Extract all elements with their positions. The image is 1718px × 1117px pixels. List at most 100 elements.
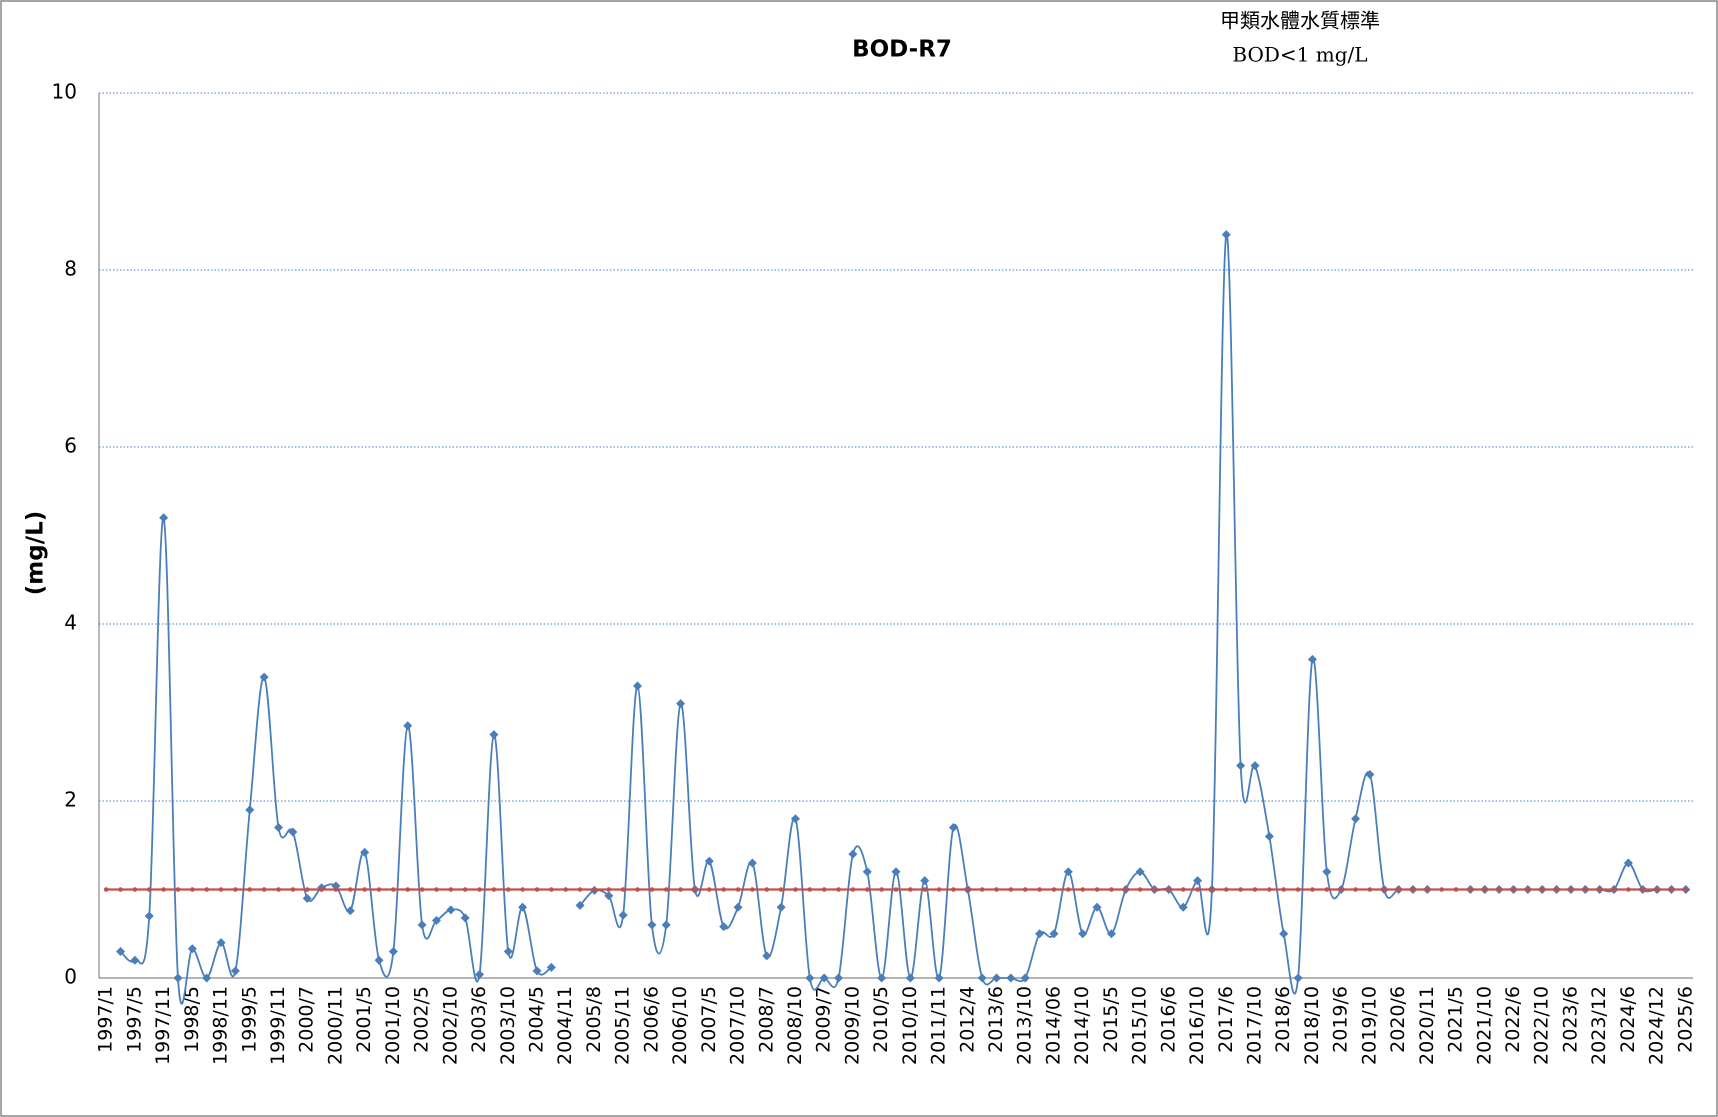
data-point: [676, 699, 686, 709]
data-point: [735, 887, 741, 892]
data-point: [1022, 887, 1028, 892]
x-tick-label: 2003/10: [497, 986, 519, 1065]
data-point: [819, 973, 829, 983]
data-point: [1683, 887, 1689, 892]
data-point: [388, 946, 398, 956]
data-point: [331, 881, 341, 891]
data-point: [1539, 887, 1545, 892]
data-point: [1221, 230, 1231, 240]
x-tick-label: 2014/06: [1042, 986, 1064, 1065]
data-point: [1035, 929, 1045, 939]
y-tick-label: 2: [64, 788, 77, 812]
data-point: [719, 922, 729, 932]
data-point: [620, 887, 626, 892]
data-point: [1180, 887, 1186, 892]
data-point: [1381, 887, 1387, 892]
data-point: [233, 887, 238, 892]
data-point: [1597, 887, 1602, 892]
data-point: [159, 513, 169, 523]
data-point: [546, 962, 556, 972]
data-point: [922, 887, 928, 892]
data-point: [259, 672, 269, 682]
data-point: [103, 887, 109, 892]
y-tick-label: 8: [64, 257, 77, 281]
data-point: [790, 814, 800, 824]
data-point: [1295, 887, 1301, 892]
data-point: [202, 973, 212, 983]
data-point: [805, 973, 815, 983]
x-tick-label: 2016/10: [1186, 986, 1208, 1065]
data-point: [1264, 831, 1274, 841]
data-point: [1307, 654, 1317, 664]
data-point: [462, 887, 468, 892]
data-point: [721, 887, 726, 892]
data-point: [1094, 887, 1100, 892]
data-point: [1525, 887, 1531, 892]
x-tick-label: 1999/5: [238, 986, 260, 1053]
data-point: [374, 955, 384, 965]
y-tick-label: 4: [64, 611, 77, 635]
data-point: [549, 887, 554, 892]
x-tick-label: 2024/12: [1646, 986, 1668, 1065]
data-point: [230, 966, 240, 976]
x-tick-label: 2007/5: [698, 986, 720, 1053]
x-tick-label: 1997/1: [95, 986, 117, 1053]
x-tick-label: 2012/4: [956, 986, 978, 1053]
data-point: [362, 887, 367, 892]
data-point: [333, 887, 339, 892]
data-point: [491, 887, 497, 892]
x-tick-label: 2005/8: [583, 986, 605, 1053]
data-point: [1020, 973, 1030, 983]
data-point: [905, 973, 915, 983]
data-point: [707, 887, 712, 892]
data-point: [417, 920, 427, 930]
data-point: [663, 887, 669, 892]
y-axis-label: (mg/L): [23, 511, 49, 596]
data-point: [1066, 887, 1071, 892]
x-tick-label: 2011/11: [928, 986, 950, 1065]
data-point: [1351, 814, 1361, 824]
data-point: [118, 887, 123, 892]
data-point: [403, 721, 413, 731]
data-point: [304, 887, 310, 892]
data-point: [793, 887, 798, 892]
data-point: [302, 893, 312, 903]
data-point: [1367, 887, 1373, 892]
data-point: [647, 920, 657, 930]
data-point: [877, 973, 887, 983]
data-point: [807, 887, 813, 892]
data-point: [1080, 887, 1085, 892]
data-point: [1078, 929, 1088, 939]
data-point: [764, 887, 770, 892]
data-point: [116, 946, 126, 956]
data-point: [1152, 887, 1157, 892]
data-point: [161, 887, 166, 892]
x-tick-label: 2001/10: [382, 986, 404, 1065]
data-point: [132, 887, 138, 892]
data-point: [850, 887, 856, 892]
data-point: [520, 887, 525, 892]
data-point: [836, 887, 841, 892]
data-point: [405, 887, 411, 892]
data-point: [532, 966, 542, 976]
data-point: [1178, 902, 1188, 912]
data-point: [1623, 858, 1633, 868]
data-point: [247, 887, 253, 892]
x-tick-label: 2023/12: [1588, 986, 1610, 1065]
data-point: [992, 973, 1002, 983]
data-point: [649, 887, 655, 892]
x-tick-label: 1997/5: [123, 986, 145, 1053]
x-tick-label: 2016/6: [1157, 986, 1179, 1053]
data-point: [345, 906, 355, 916]
x-tick-label: 2006/10: [669, 986, 691, 1065]
x-tick-label: 1998/11: [210, 986, 232, 1065]
data-point: [1511, 887, 1516, 892]
x-tick-label: 2019/6: [1330, 986, 1352, 1053]
x-tick-label: 2014/10: [1071, 986, 1093, 1065]
x-tick-label: 2007/10: [727, 986, 749, 1065]
data-point: [965, 887, 971, 892]
x-tick-label: 2018/10: [1301, 986, 1323, 1065]
annotation: 甲類水體水質標準: [1220, 9, 1380, 33]
